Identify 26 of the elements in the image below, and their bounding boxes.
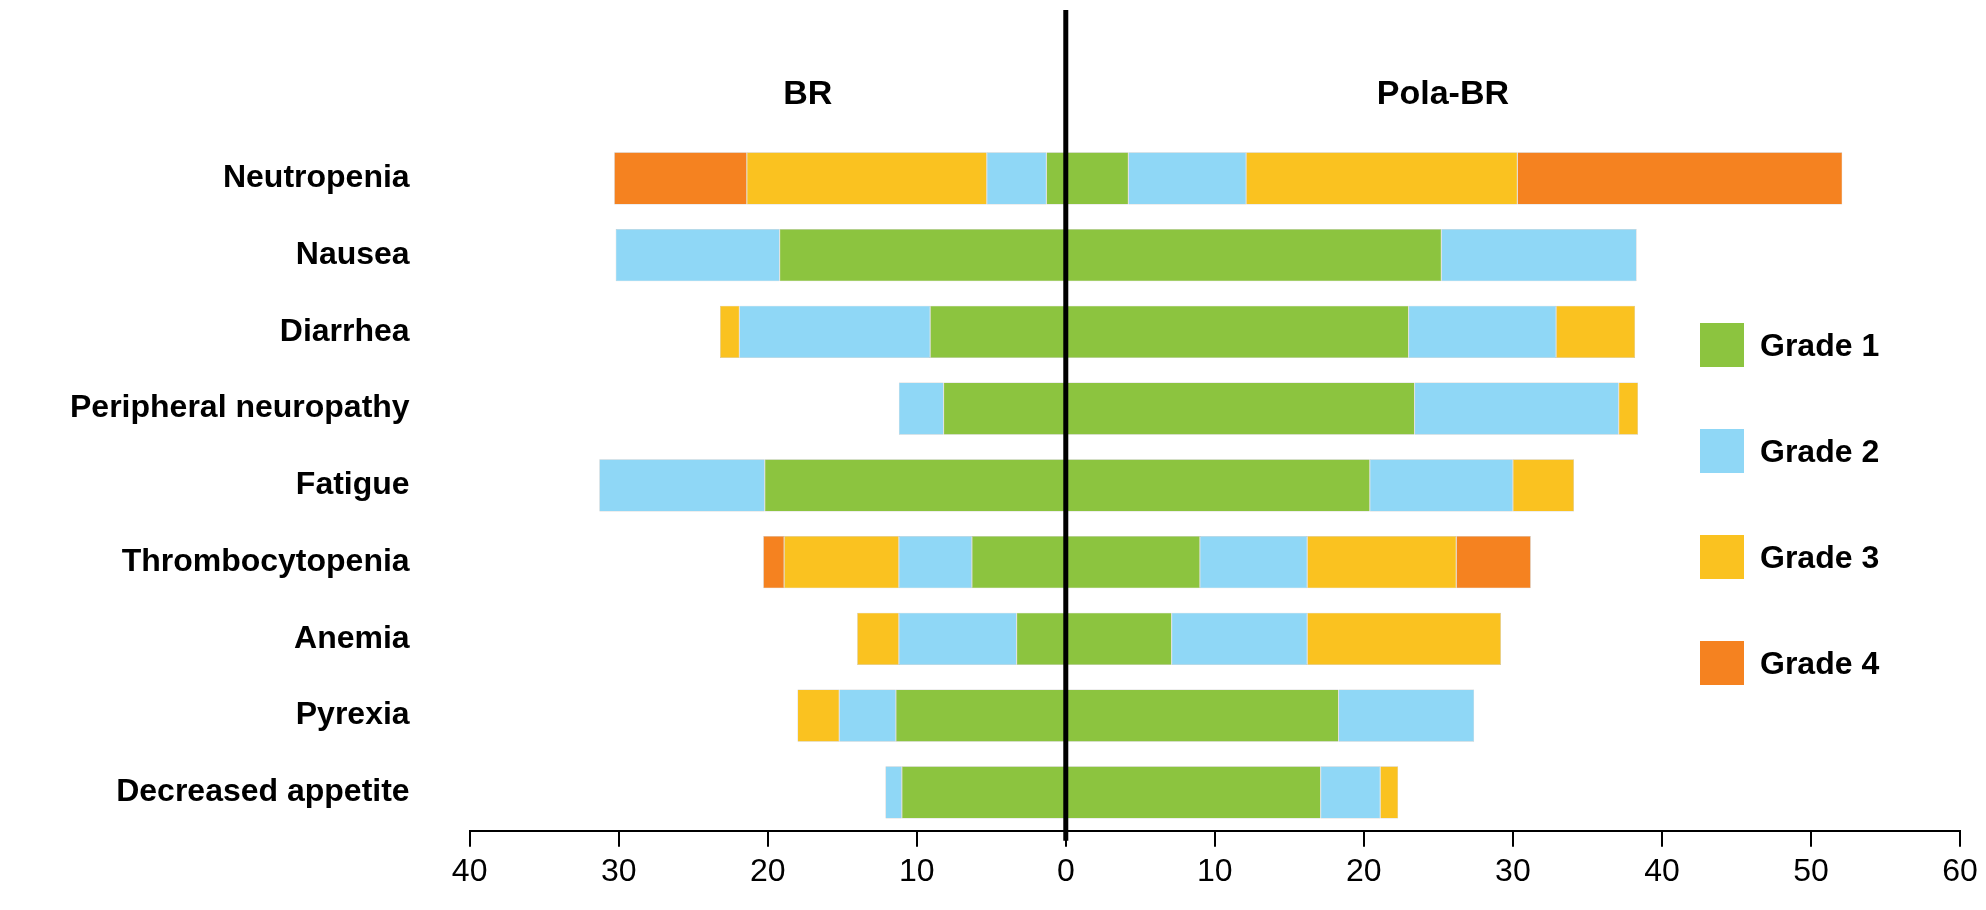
x-tick-label: 20 (749, 851, 786, 888)
x-tick-label: 50 (1793, 851, 1829, 888)
text: Pola-BR (1376, 73, 1510, 112)
x-tick-label: 60 (1942, 851, 1978, 888)
x-tick-label: 30 (600, 851, 637, 888)
y-tick-label: Anemia (294, 618, 410, 655)
x-tick-label: 20 (1346, 851, 1382, 888)
y-tick-label: Pyrexia (295, 695, 410, 732)
text: BR (783, 73, 833, 112)
legend-label: Grade 1 (1760, 326, 1880, 364)
y-tick-label: Decreased appetite (116, 772, 410, 809)
y-tick-label: Fatigue (295, 465, 410, 502)
y-tick-label: Thrombocytopenia (121, 541, 410, 578)
x-tick-label: 0 (1056, 851, 1075, 888)
legend-label: Grade 2 (1760, 432, 1880, 470)
legend-label: Grade 3 (1760, 538, 1880, 576)
x-tick-label: 40 (1644, 851, 1680, 888)
y-tick-label: Neutropenia (222, 158, 410, 195)
y-tick-label: Nausea (295, 234, 410, 271)
x-tick-label: 30 (1495, 851, 1531, 888)
y-tick-label: Peripheral neuropathy (70, 388, 410, 425)
x-tick-label: 10 (898, 851, 935, 888)
x-tick-label: 10 (1197, 851, 1233, 888)
y-tick-label: Diarrhea (279, 311, 410, 348)
legend-label: Grade 4 (1760, 644, 1880, 682)
x-tick-label: 40 (451, 851, 488, 888)
